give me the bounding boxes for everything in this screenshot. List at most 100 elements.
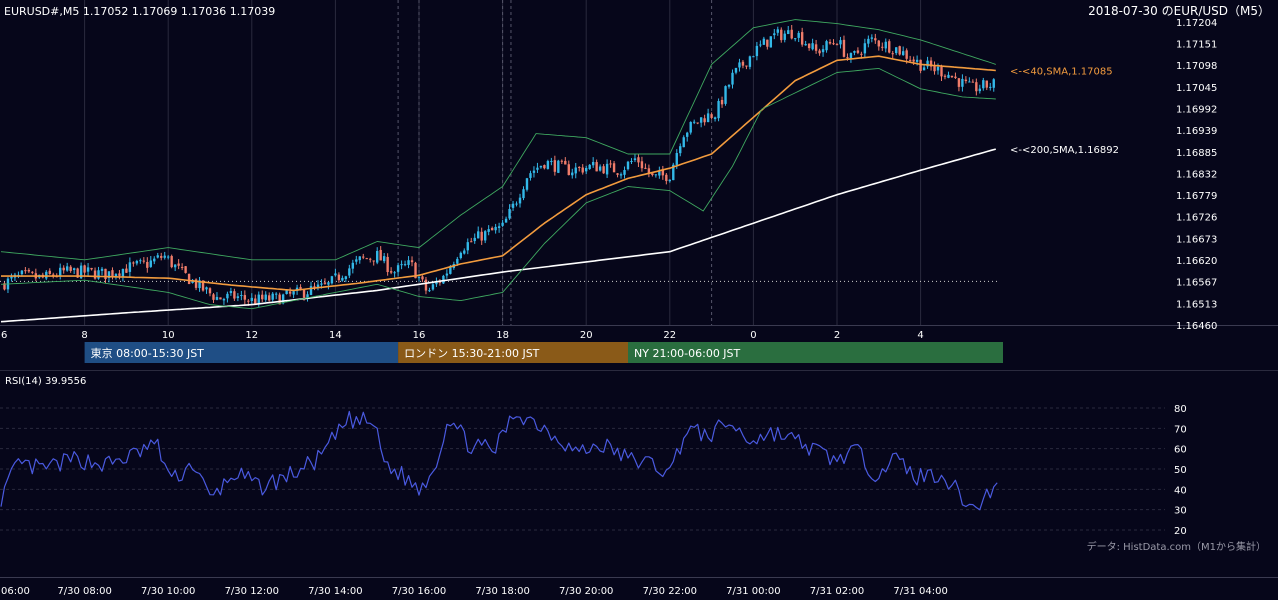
candle-up — [961, 78, 964, 87]
candle-down — [564, 160, 567, 165]
hour-tick-label: 0 — [750, 330, 756, 341]
candle-up — [557, 160, 560, 173]
candle-up — [281, 294, 285, 304]
price-tick-label: 1.16992 — [1176, 104, 1217, 115]
candle-up — [571, 172, 574, 176]
candle-down — [612, 163, 616, 173]
candle-down — [261, 294, 264, 300]
candle-up — [849, 53, 853, 59]
candle-down — [640, 161, 644, 169]
candle-up — [626, 161, 630, 170]
price-tick-label: 1.17098 — [1176, 61, 1217, 72]
price-tick-label: 1.16673 — [1176, 234, 1217, 245]
series-label: <-<40,SMA,1.17085 — [1010, 66, 1113, 77]
candle-down — [3, 283, 6, 290]
candle-down — [414, 262, 417, 279]
candle-down — [76, 268, 79, 278]
candle-down — [665, 174, 668, 181]
candle-up — [895, 47, 898, 54]
candle-up — [501, 222, 504, 226]
candle-up — [435, 282, 438, 285]
candle-down — [940, 66, 943, 77]
candle-up — [699, 117, 703, 123]
candle-down — [905, 50, 908, 59]
price-tick-label: 1.16620 — [1176, 256, 1217, 267]
candle-up — [776, 29, 779, 33]
candle-up — [139, 260, 142, 262]
candle-up — [128, 262, 132, 272]
candle-up — [442, 275, 445, 284]
candle-up — [518, 197, 522, 204]
candle-up — [494, 226, 497, 231]
candle-up — [682, 137, 685, 148]
candle-down — [31, 271, 34, 273]
candle-up — [463, 250, 466, 254]
candle-up — [344, 276, 348, 280]
candle-down — [957, 78, 961, 87]
candle-up — [173, 264, 177, 268]
candle-up — [773, 33, 776, 36]
rsi-tick-label: 50 — [1174, 465, 1187, 476]
candle-down — [247, 300, 250, 302]
hour-tick-label: 8 — [81, 330, 87, 341]
candle-down — [985, 80, 988, 88]
rsi-tick-label: 20 — [1174, 526, 1187, 537]
session-label: NY 21:00-06:00 JST — [634, 347, 741, 360]
candle-down — [379, 249, 382, 261]
candle-down — [386, 256, 389, 273]
date-tick-label: 7/30 22:00 — [643, 586, 697, 597]
candle-down — [581, 167, 584, 173]
candle-up — [658, 171, 661, 176]
rsi-tick-label: 30 — [1174, 506, 1187, 517]
candle-up — [10, 276, 13, 279]
candle-down — [842, 39, 846, 57]
session-block — [628, 342, 1003, 363]
series-line-1 — [0, 148, 997, 323]
candle-up — [539, 165, 543, 168]
candle-down — [194, 279, 198, 288]
price-tick-label: 1.16726 — [1176, 213, 1217, 224]
candle-up — [271, 293, 274, 300]
candle-up — [504, 218, 508, 223]
candle-up — [107, 271, 111, 279]
rsi-panel — [0, 410, 998, 511]
candle-down — [800, 32, 804, 45]
candle-up — [45, 271, 48, 279]
candle-up — [783, 33, 786, 40]
candle-up — [327, 282, 330, 285]
date-axis: 06:00 7/30 08:00 7/30 10:00 7/30 12:00 7/30 … — [1, 586, 948, 597]
candle-down — [389, 271, 393, 273]
candle-down — [766, 39, 769, 47]
price-tick-label: 1.16885 — [1176, 148, 1217, 159]
candle-up — [713, 117, 717, 120]
candle-up — [449, 266, 452, 274]
candle-down — [710, 114, 713, 118]
candle-up — [870, 37, 874, 39]
candle-up — [605, 163, 609, 175]
candle-up — [348, 268, 351, 276]
hour-tick-label: 22 — [663, 330, 676, 341]
candle-down — [553, 160, 557, 172]
candle-down — [856, 50, 860, 53]
candle-down — [543, 165, 546, 169]
candle-down — [971, 81, 975, 83]
rsi-tick-label: 40 — [1174, 485, 1187, 496]
price-tick-label: 1.16460 — [1176, 321, 1217, 332]
hour-tick-label: 12 — [245, 330, 258, 341]
candle-down — [703, 118, 706, 123]
price-tick-label: 1.16513 — [1176, 299, 1217, 310]
candle-up — [264, 294, 267, 300]
candle-up — [351, 262, 355, 269]
candle-down — [288, 291, 292, 294]
session-block — [398, 342, 628, 363]
candle-up — [355, 259, 358, 262]
candle-up — [546, 161, 550, 169]
candle-up — [292, 291, 295, 295]
session-label: ロンドン 15:30-21:00 JST — [404, 347, 540, 360]
hour-tick-label: 2 — [834, 330, 840, 341]
candle-down — [912, 59, 915, 62]
date-tick-label: 7/31 02:00 — [810, 586, 864, 597]
candle-up — [759, 44, 762, 46]
candle-down — [888, 41, 891, 53]
candle-up — [59, 267, 62, 277]
